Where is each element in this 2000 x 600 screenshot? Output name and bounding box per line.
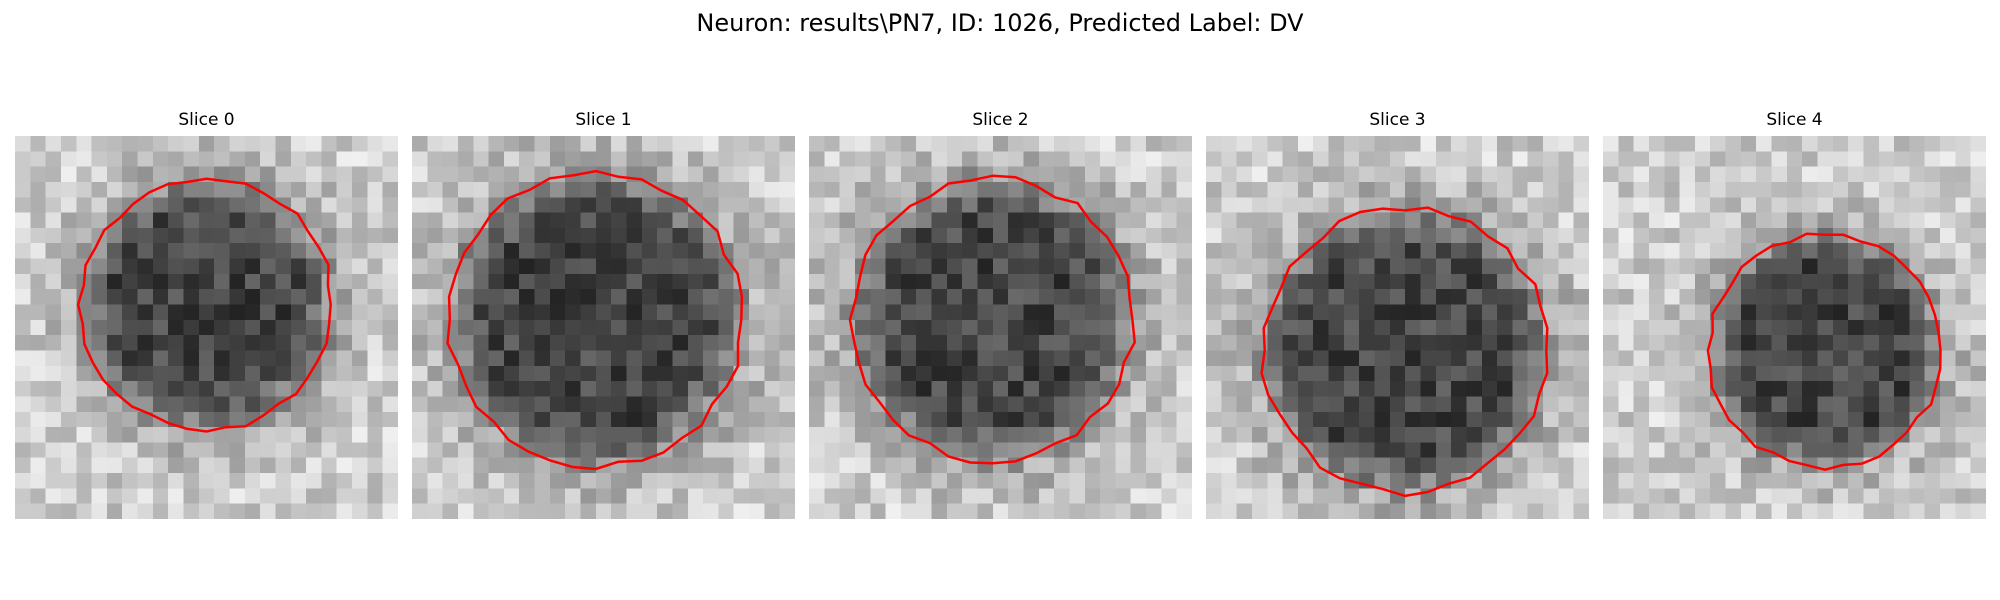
neuron-contour	[1706, 232, 1942, 471]
neuron-contour	[76, 177, 332, 433]
figure-title: Neuron: results\PN7, ID: 1026, Predicted…	[696, 9, 1304, 37]
slice-panel-0: Slice 0	[15, 110, 398, 519]
pixel-grid	[412, 136, 795, 519]
slice-title-3: Slice 3	[1369, 110, 1426, 130]
neuron-contour	[848, 174, 1136, 465]
slice-panel-3: Slice 3	[1206, 110, 1589, 519]
pixel-grid	[1603, 136, 1986, 519]
slice-image-0	[15, 136, 398, 519]
neuron-contour	[1260, 206, 1549, 498]
slice-title-4: Slice 4	[1766, 110, 1823, 130]
slice-panel-1: Slice 1	[412, 110, 795, 519]
slice-image-2	[809, 136, 1192, 519]
pixel-grid	[1206, 136, 1589, 519]
slice-image-4	[1603, 136, 1986, 519]
slice-title-1: Slice 1	[575, 110, 632, 130]
slice-image-3	[1206, 136, 1589, 519]
slice-title-2: Slice 2	[972, 110, 1029, 130]
slice-title-0: Slice 0	[178, 110, 235, 130]
slice-image-1	[412, 136, 795, 519]
neuron-contour	[446, 169, 744, 471]
pixel-grid	[15, 136, 398, 519]
slice-panel-4: Slice 4	[1603, 110, 1986, 519]
slice-panel-2: Slice 2	[809, 110, 1192, 519]
